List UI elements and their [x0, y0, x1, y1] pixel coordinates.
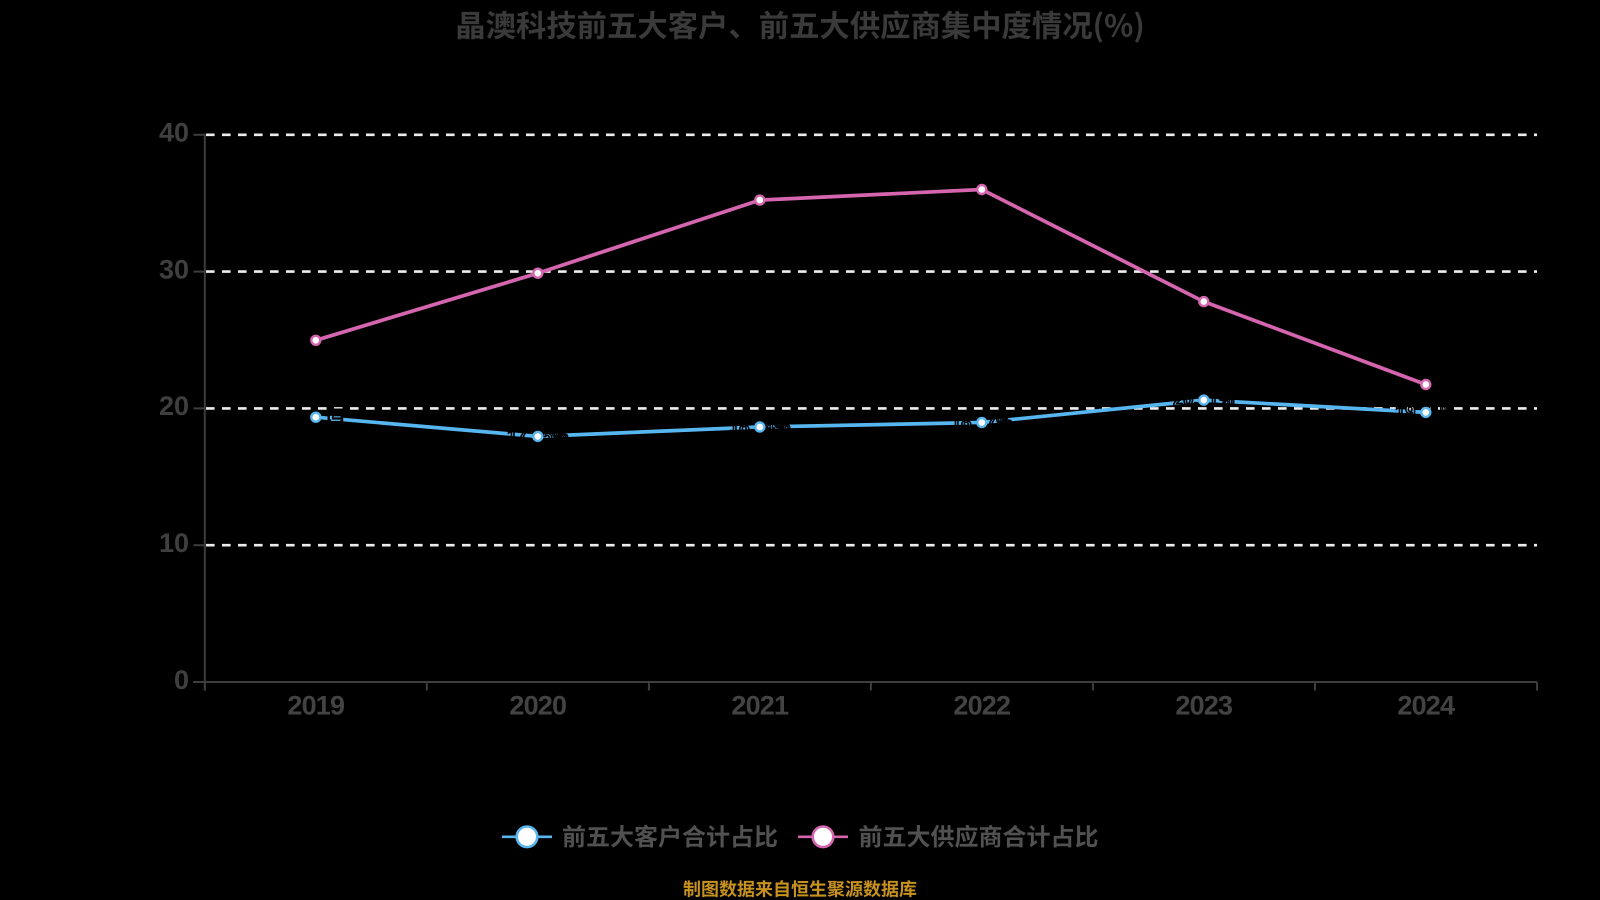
svg-text:20: 20 — [159, 391, 189, 421]
svg-text:40: 40 — [159, 118, 189, 148]
svg-text:0: 0 — [174, 665, 189, 695]
svg-text:2021: 2021 — [731, 690, 789, 720]
svg-text:30: 30 — [159, 254, 189, 284]
svg-text:2020: 2020 — [509, 690, 566, 720]
svg-text:2023: 2023 — [1175, 690, 1233, 720]
svg-text:2019: 2019 — [287, 690, 345, 720]
svg-text:10: 10 — [159, 528, 189, 558]
svg-text:2022: 2022 — [953, 690, 1010, 720]
svg-text:2024: 2024 — [1397, 690, 1455, 720]
